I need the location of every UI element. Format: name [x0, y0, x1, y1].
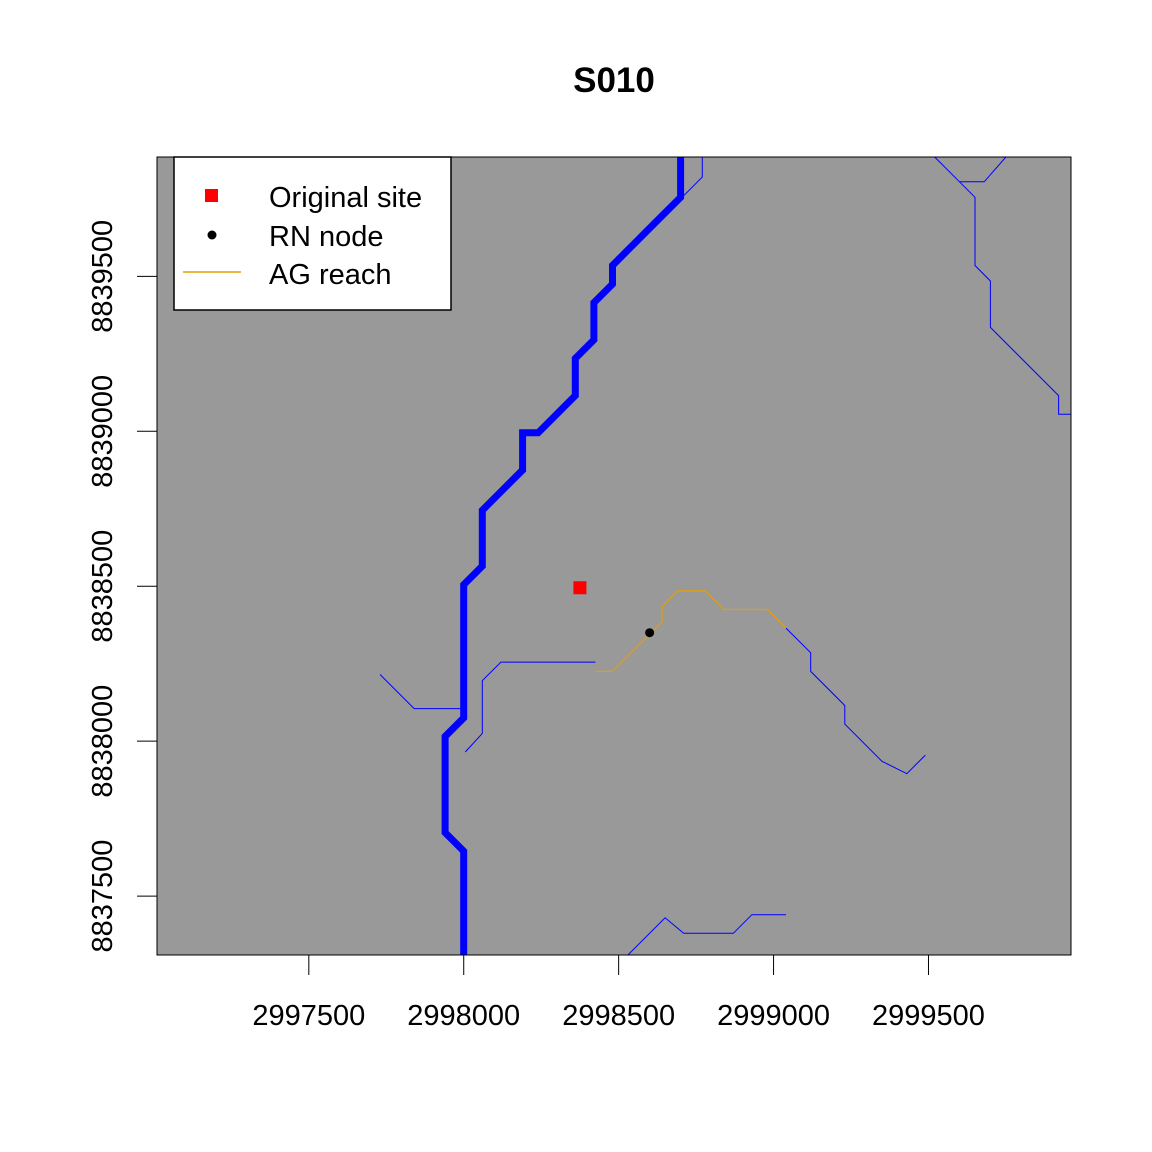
legend-label-ag-reach: AG reach — [269, 259, 392, 291]
x-tick-label: 2998500 — [562, 1000, 675, 1032]
legend-box — [173, 156, 452, 311]
stream-line-6 — [785, 627, 926, 775]
stream-line-7 — [627, 914, 786, 955]
x-tick-label: 2999500 — [872, 1000, 985, 1032]
original-site-marker — [573, 581, 587, 595]
y-tick-label: 8839500 — [87, 220, 119, 333]
y-tick-label: 8838500 — [87, 530, 119, 643]
stream-line-5 — [464, 661, 596, 753]
stream-line-1 — [683, 157, 703, 197]
y-tick-label: 8838000 — [87, 685, 119, 798]
map-layers — [379, 157, 1071, 955]
legend-label-original-site: Original site — [269, 182, 422, 214]
legend-label-rn-node: RN node — [269, 221, 383, 253]
main-river-line — [441, 157, 685, 955]
y-tick-label: 8839000 — [87, 375, 119, 488]
legend: Original site RN node AG reach — [173, 156, 452, 311]
rn-node-marker — [645, 628, 655, 638]
x-tick-label: 2997500 — [252, 1000, 365, 1032]
ag-reach-line — [595, 590, 787, 673]
plot-title: S010 — [573, 61, 655, 100]
stream-line-3 — [959, 181, 1071, 415]
stream-line-4 — [379, 674, 461, 710]
legend-square-icon — [205, 189, 218, 202]
x-axis: 2997500 2998000 2998500 2999000 2999500 — [252, 954, 985, 1032]
x-tick-label: 2998000 — [407, 1000, 520, 1032]
x-tick-label: 2999000 — [717, 1000, 830, 1032]
stream-line-2 — [934, 157, 1007, 183]
y-tick-label: 8837500 — [87, 840, 119, 953]
legend-dot-icon — [207, 230, 217, 240]
y-axis: 8837500 8838000 8838500 8839000 8839500 — [87, 220, 158, 953]
